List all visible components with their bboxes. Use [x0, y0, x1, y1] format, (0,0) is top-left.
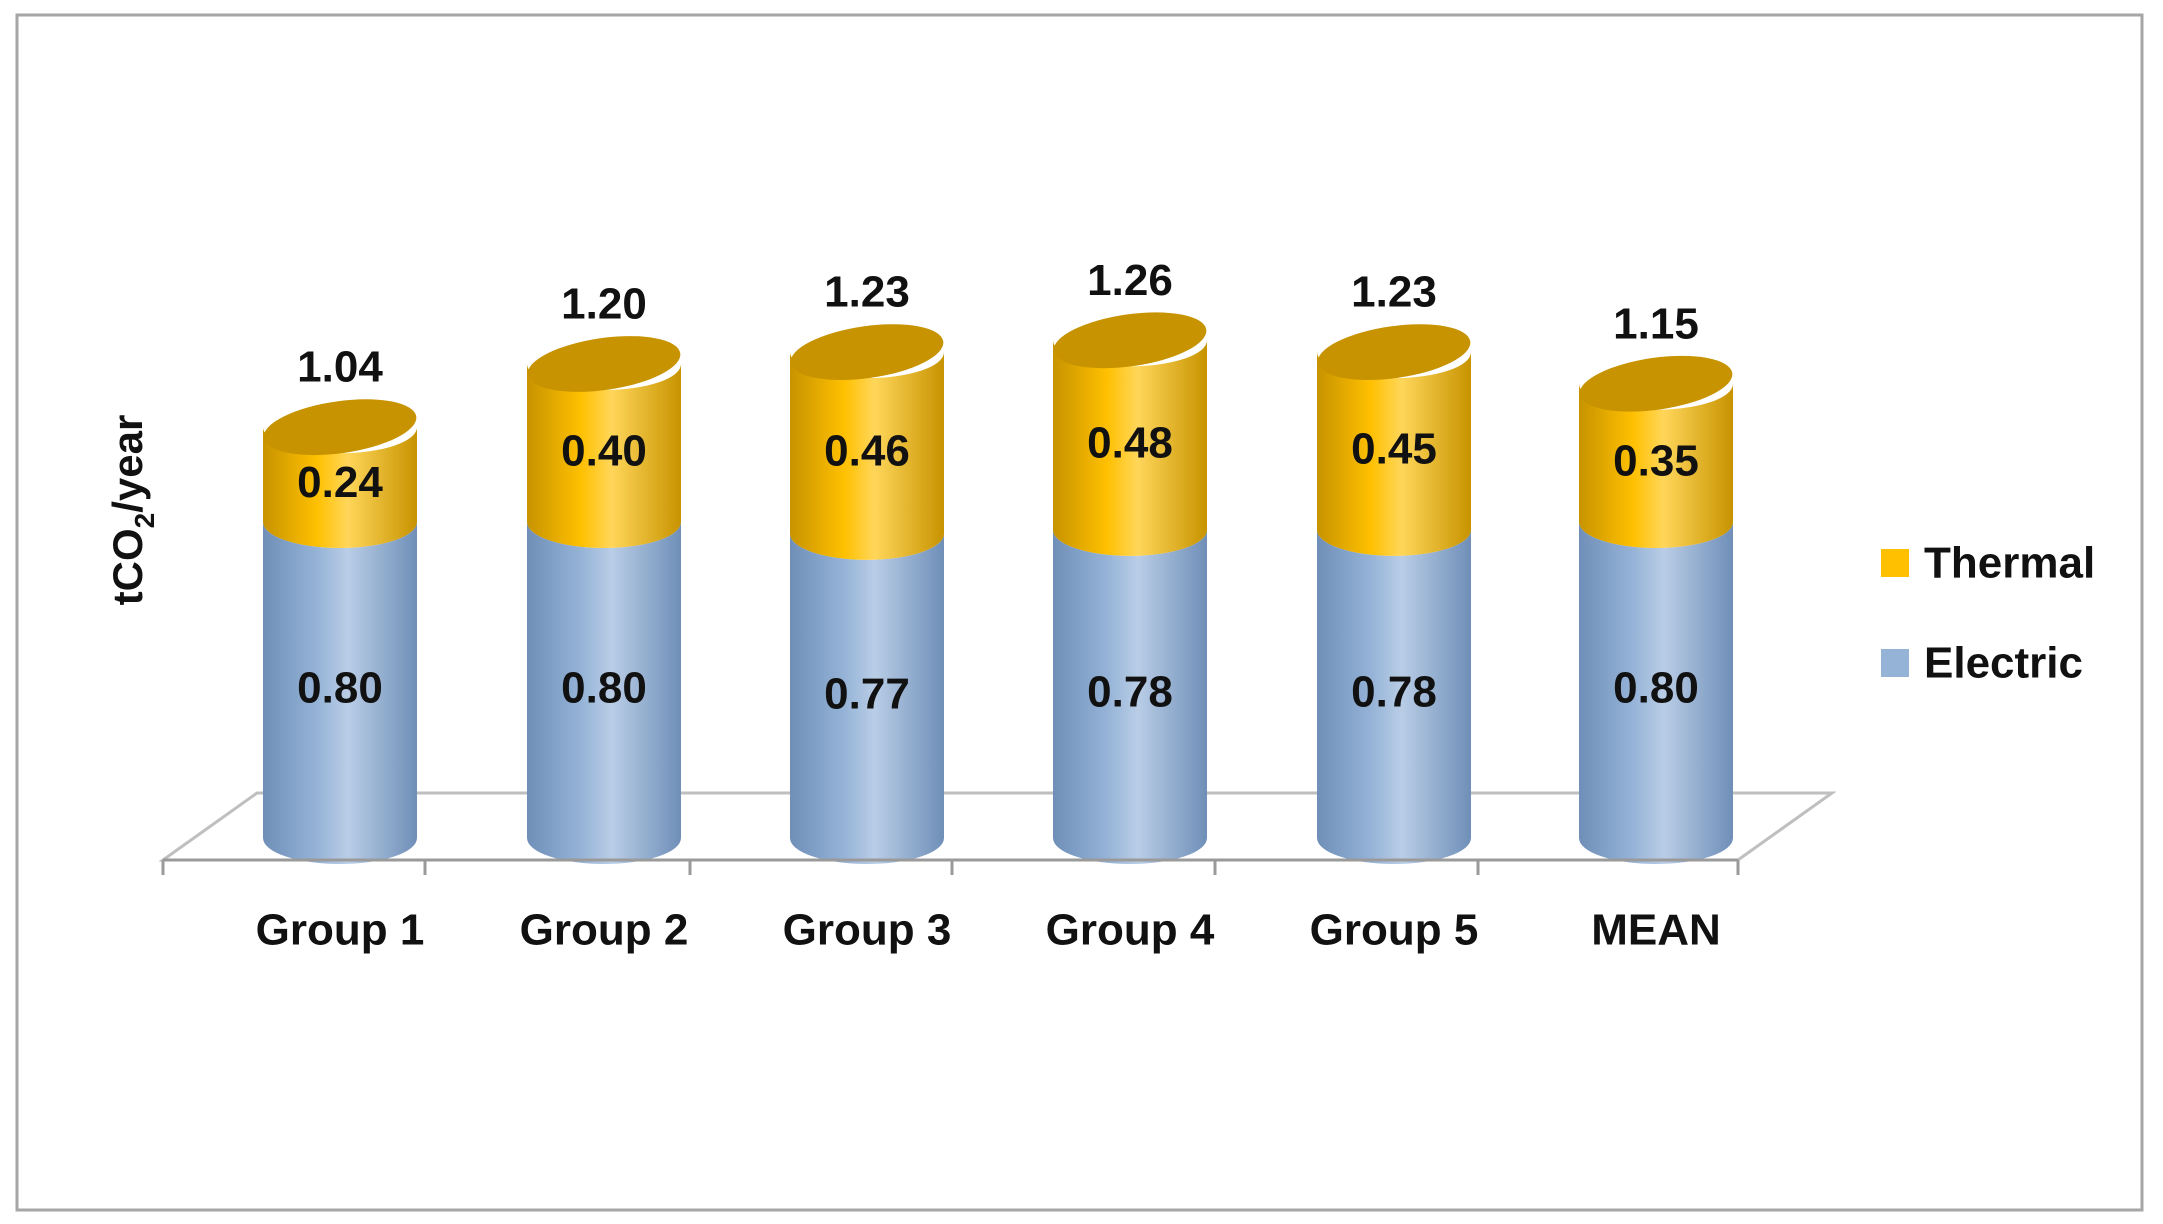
x-tick-label: Group 3	[783, 906, 952, 955]
bar-electric	[1317, 529, 1471, 864]
legend-label-thermal: Thermal	[1924, 539, 2095, 588]
data-label-electric: 0.78	[1351, 667, 1437, 716]
legend-label-electric: Electric	[1924, 639, 2083, 688]
data-label-total: 1.26	[1087, 256, 1173, 305]
x-tick-label: Group 2	[520, 906, 689, 955]
legend-item-electric: Electric	[1881, 639, 2083, 688]
bar-group-group-3	[790, 324, 944, 864]
legend-item-thermal: Thermal	[1881, 539, 2095, 588]
data-label-thermal: 0.45	[1351, 425, 1437, 474]
data-label-total: 1.20	[561, 280, 647, 329]
bar-thermal	[1053, 340, 1207, 556]
bar-thermal	[1578, 383, 1733, 548]
data-label-thermal: 0.46	[824, 427, 910, 476]
y-axis-label: tCO2/year	[104, 415, 160, 606]
bar-group-group-2	[527, 336, 681, 864]
bar-group-mean	[1578, 355, 1733, 864]
data-label-thermal: 0.40	[561, 427, 647, 476]
bar-group-group-5	[1317, 324, 1471, 864]
data-label-electric: 0.80	[561, 664, 647, 713]
bar-top-cap	[527, 336, 681, 392]
data-label-thermal: 0.24	[297, 458, 383, 507]
legend-swatch-electric	[1881, 649, 1909, 677]
y-axis-label-subscript: 2	[129, 513, 160, 529]
bar-electric	[1053, 529, 1207, 864]
x-tick-label: Group 4	[1046, 906, 1215, 955]
x-tick-label: Group 5	[1310, 906, 1479, 955]
bar-top-cap	[1317, 324, 1471, 381]
data-label-electric: 0.80	[297, 664, 383, 713]
data-label-total: 1.04	[297, 343, 383, 392]
bar-top-cap	[1579, 355, 1733, 412]
bar-electric	[527, 522, 681, 864]
data-label-electric: 0.78	[1087, 667, 1173, 716]
x-tick-label: Group 1	[256, 906, 425, 955]
bar-thermal	[263, 427, 417, 548]
data-label-electric: 0.77	[824, 669, 910, 718]
legend-swatch-thermal	[1881, 549, 1909, 577]
y-axis-label-prefix: tCO	[104, 528, 151, 605]
y-axis-label-suffix: /year	[104, 415, 151, 513]
bar-top-cap	[1053, 312, 1207, 369]
bar-thermal	[1317, 352, 1471, 556]
bar-group-group-1	[263, 399, 417, 864]
bar-electric	[263, 522, 417, 864]
x-tick-label: MEAN	[1591, 906, 1721, 955]
bar-top-cap	[790, 324, 944, 381]
data-label-total: 1.23	[824, 268, 910, 317]
bar-group-group-4	[1053, 312, 1207, 864]
bar-top-cap	[263, 399, 417, 456]
bar-electric	[790, 533, 944, 864]
data-label-thermal: 0.35	[1613, 436, 1699, 485]
bar-thermal	[527, 364, 681, 548]
bar-electric	[1579, 522, 1733, 864]
data-label-electric: 0.80	[1613, 664, 1699, 713]
data-label-total: 1.15	[1613, 299, 1699, 348]
bar-thermal	[790, 352, 944, 560]
data-label-total: 1.23	[1351, 268, 1437, 317]
data-label-thermal: 0.48	[1087, 419, 1173, 468]
